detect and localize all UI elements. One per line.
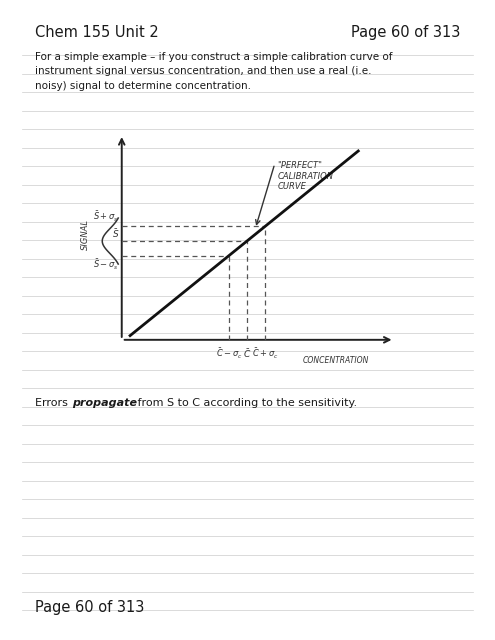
Text: from S to C according to the sensitivity.: from S to C according to the sensitivity… <box>134 398 357 408</box>
Text: $\bar{S}$: $\bar{S}$ <box>111 227 119 240</box>
Text: $\bar{C}-\sigma_c$: $\bar{C}-\sigma_c$ <box>216 347 242 362</box>
Text: Page 60 of 313: Page 60 of 313 <box>35 600 145 615</box>
Text: SIGNAL: SIGNAL <box>81 220 90 250</box>
Text: $\bar{S}-\sigma_s$: $\bar{S}-\sigma_s$ <box>93 258 119 272</box>
Text: "PERFECT"
CALIBRATION
CURVE: "PERFECT" CALIBRATION CURVE <box>278 161 334 191</box>
Text: Errors: Errors <box>35 398 71 408</box>
Text: For a simple example – if you construct a simple calibration curve of
instrument: For a simple example – if you construct … <box>35 52 393 91</box>
Text: $\bar{S}+\sigma_s$: $\bar{S}+\sigma_s$ <box>93 210 119 224</box>
Text: propagate: propagate <box>72 398 137 408</box>
Text: Chem 155 Unit 2: Chem 155 Unit 2 <box>35 25 159 40</box>
Text: $\bar{C}$: $\bar{C}$ <box>243 347 251 360</box>
Text: $\bar{C}+\sigma_c$: $\bar{C}+\sigma_c$ <box>252 347 278 362</box>
Text: CONCENTRATION: CONCENTRATION <box>302 356 369 365</box>
Text: Page 60 of 313: Page 60 of 313 <box>350 25 460 40</box>
